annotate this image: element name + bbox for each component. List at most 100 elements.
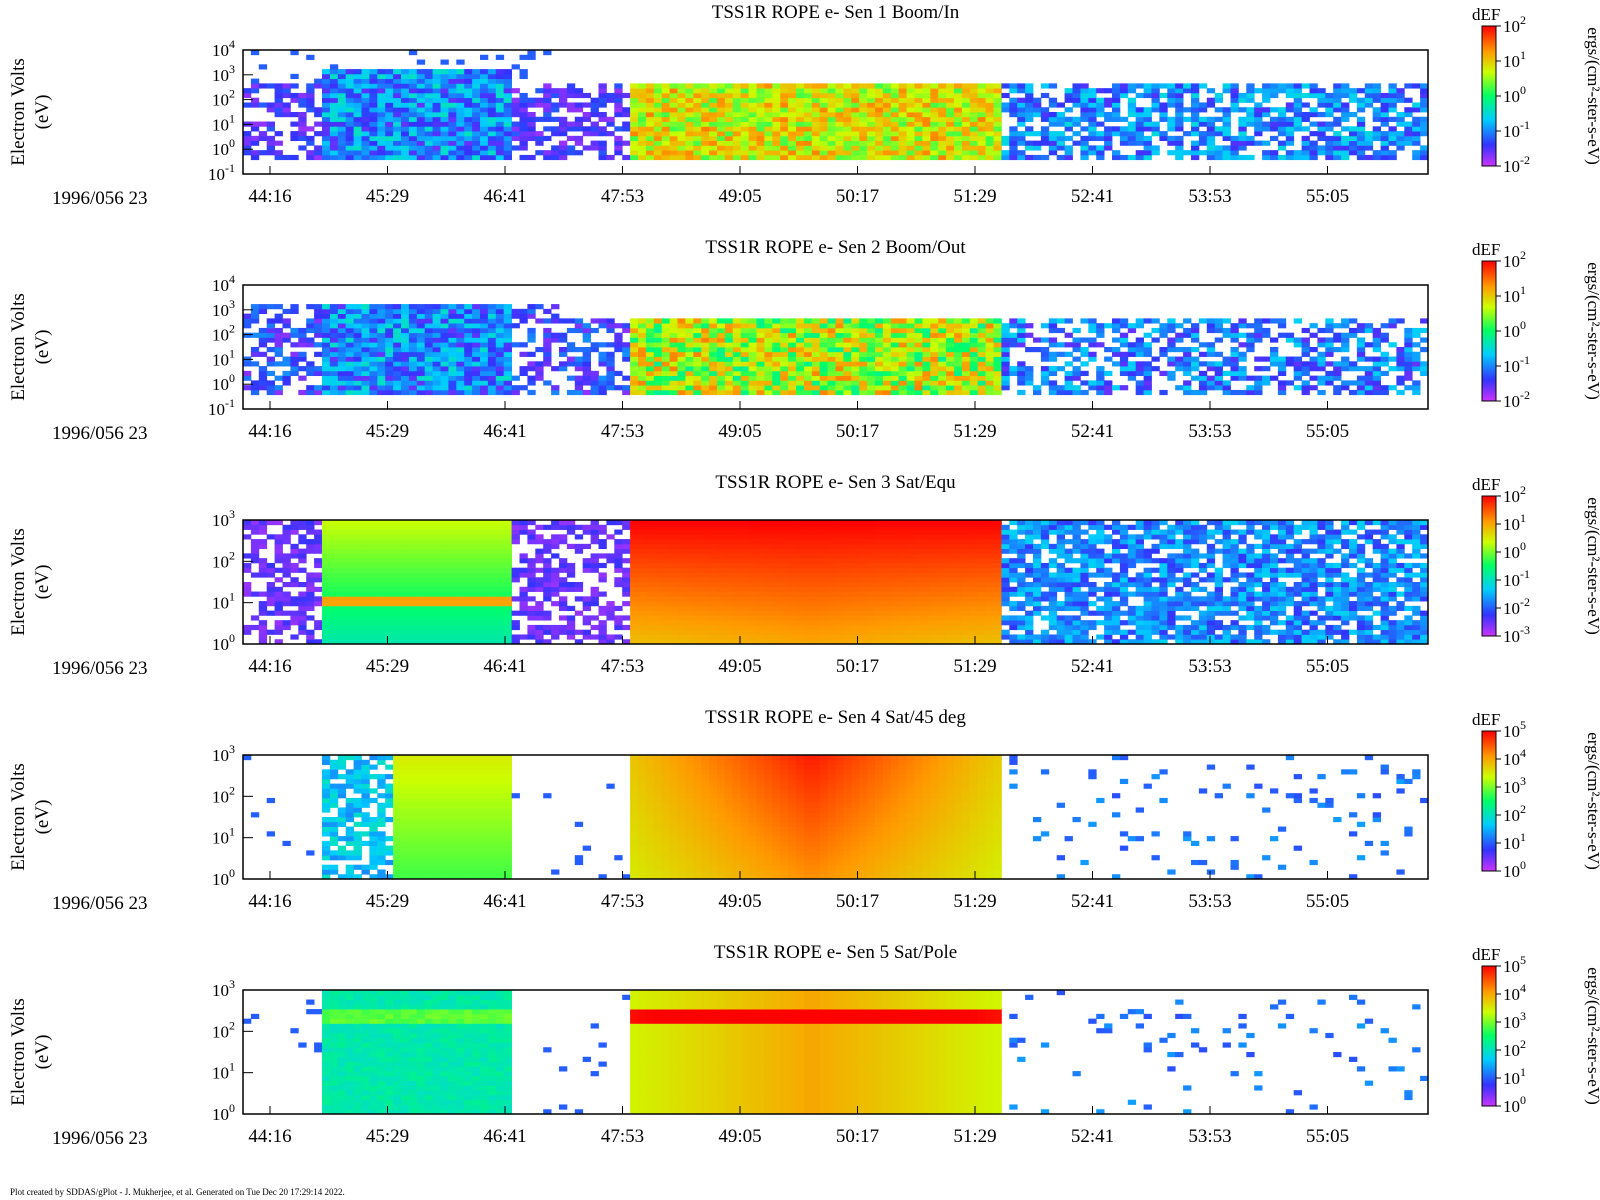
heatmap-cell — [685, 327, 694, 334]
heatmap-cell — [1033, 154, 1042, 161]
heatmap-cell — [408, 347, 418, 353]
heatmap-cell — [480, 337, 489, 343]
heatmap-cell — [930, 97, 939, 103]
heatmap-cell — [1380, 135, 1389, 142]
heatmap-cell — [353, 356, 362, 362]
heatmap-cell — [1349, 327, 1358, 334]
heatmap-cell — [337, 620, 347, 626]
heatmap-cell — [914, 375, 923, 381]
heatmap-cell — [408, 102, 418, 108]
heatmap-cell — [1364, 342, 1374, 348]
heatmap-cell — [543, 327, 552, 334]
heatmap-cell — [480, 323, 489, 329]
heatmap-cell — [1048, 342, 1058, 348]
heatmap-cell — [914, 389, 923, 396]
heatmap-cell — [495, 389, 505, 396]
y-tick-label: 101 — [212, 111, 235, 134]
heatmap-cell — [432, 601, 441, 607]
heatmap-cell — [456, 83, 465, 89]
heatmap-cell — [1072, 102, 1081, 108]
heatmap-cell — [961, 116, 971, 122]
heatmap-cell — [1254, 88, 1263, 94]
heatmap-cell — [480, 83, 489, 89]
heatmap-cell — [408, 154, 418, 161]
heatmap-cell — [819, 370, 828, 377]
heatmap-cell — [914, 126, 923, 132]
heatmap-cell — [472, 534, 481, 540]
heatmap-cell — [1246, 332, 1255, 338]
heatmap-cell — [638, 83, 647, 89]
heatmap-cell — [969, 107, 979, 113]
heatmap-cell — [701, 361, 710, 367]
heatmap-cell — [329, 553, 339, 559]
heatmap-cell — [985, 356, 994, 362]
heatmap-cell — [424, 347, 433, 353]
heatmap-cell — [1001, 337, 1010, 343]
heatmap-cell — [527, 375, 536, 381]
heatmap-cell — [1040, 366, 1050, 372]
heatmap-cell — [1009, 323, 1018, 329]
heatmap-cell — [1309, 121, 1318, 127]
heatmap-cell — [1356, 375, 1366, 381]
heatmap-cell — [685, 347, 694, 353]
heatmap-cell — [369, 140, 378, 146]
heatmap-cell — [511, 539, 520, 545]
heatmap-cell — [1048, 150, 1058, 156]
heatmap-cell — [416, 586, 426, 592]
heatmap-cell — [519, 126, 528, 132]
heatmap-cell — [811, 92, 821, 99]
heatmap-cell — [464, 78, 473, 84]
heatmap-cell — [329, 351, 339, 357]
heatmap-cell — [448, 529, 457, 535]
heatmap-cell — [685, 389, 694, 396]
heatmap-cell — [258, 591, 268, 597]
heatmap-cell — [645, 102, 655, 108]
heatmap-cell — [408, 610, 418, 616]
heatmap-cell — [448, 361, 457, 367]
heatmap-cell — [1372, 112, 1381, 118]
heatmap-cell — [985, 318, 994, 324]
heatmap-cell — [732, 102, 742, 108]
heatmap-cell — [487, 366, 497, 372]
heatmap-cell — [867, 342, 876, 348]
heatmap-cell — [298, 610, 307, 616]
heatmap-cell — [1246, 97, 1255, 103]
heatmap-cell — [369, 567, 378, 573]
heatmap-cell — [638, 385, 647, 391]
heatmap-cell — [1112, 150, 1121, 156]
heatmap-cell — [1372, 332, 1381, 338]
heatmap-cell — [677, 327, 686, 334]
heatmap-cell — [385, 107, 394, 113]
heatmap-cell — [345, 572, 354, 578]
heatmap-cell — [329, 69, 339, 75]
heatmap-cell — [298, 582, 307, 588]
heatmap-cell — [1333, 131, 1342, 137]
heatmap-cell — [503, 116, 512, 122]
heatmap-cell — [243, 385, 252, 391]
heatmap-cell — [487, 135, 497, 142]
heatmap-cell — [1104, 135, 1113, 142]
heatmap-cell — [472, 102, 481, 108]
heatmap-cell — [1072, 366, 1081, 372]
heatmap-cell — [448, 366, 457, 372]
heatmap-cell — [250, 88, 260, 94]
heatmap-cell — [266, 385, 275, 391]
heatmap-cell — [448, 323, 457, 329]
heatmap-cell — [416, 140, 426, 146]
heatmap-cell — [875, 323, 884, 329]
heatmap-cell — [369, 591, 378, 597]
heatmap-cell — [559, 150, 568, 156]
heatmap-cell — [393, 610, 402, 616]
heatmap-cell — [353, 620, 362, 626]
heatmap-cell — [661, 380, 670, 386]
heatmap-cell — [456, 323, 465, 329]
heatmap-cell — [1135, 361, 1144, 367]
heatmap-cell — [930, 140, 939, 146]
heatmap-cell — [803, 337, 813, 343]
heatmap-cell — [590, 389, 599, 396]
heatmap-cell — [353, 389, 362, 396]
heatmap-cell — [401, 543, 410, 550]
heatmap-cell — [432, 102, 441, 108]
heatmap-cell — [685, 150, 694, 156]
heatmap-cell — [1293, 102, 1302, 108]
